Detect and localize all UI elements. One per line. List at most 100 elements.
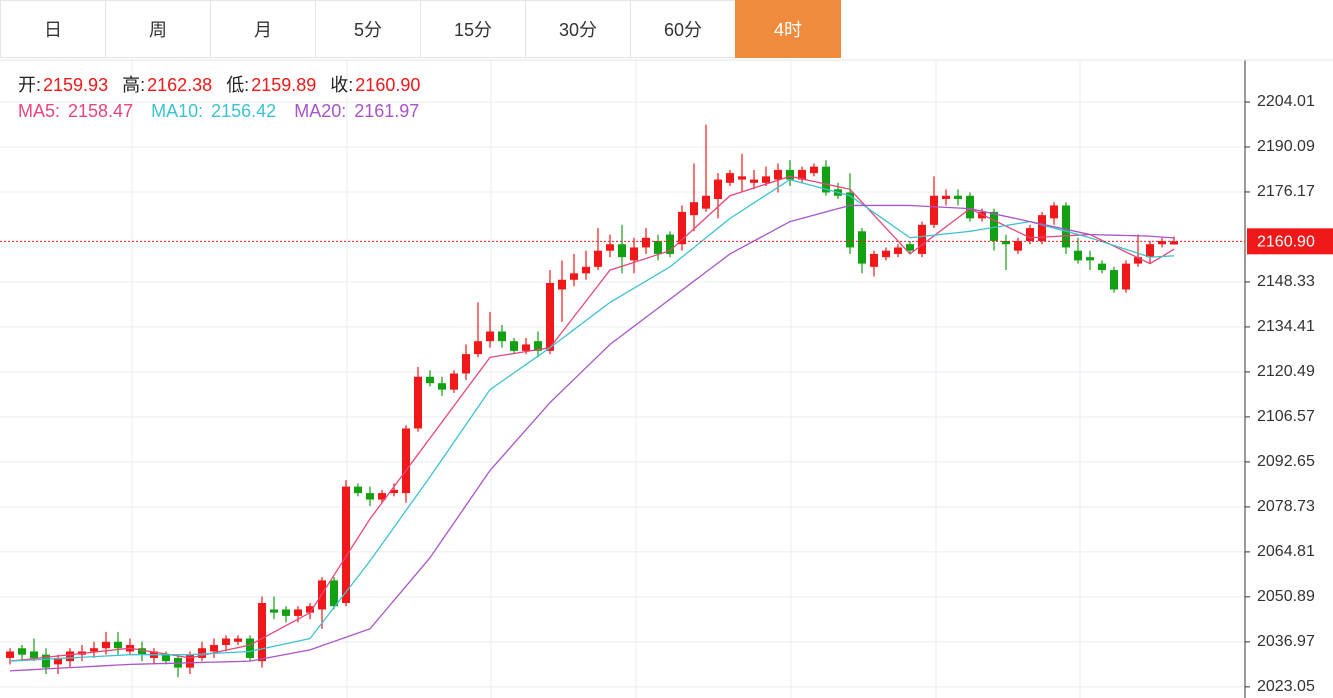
y-tick-label: 2092.65 <box>1257 453 1315 470</box>
candle-body <box>1014 240 1022 251</box>
candle-body <box>246 638 254 658</box>
y-tick-label: 2176.17 <box>1257 183 1315 200</box>
candle-body <box>822 166 830 193</box>
candle-body <box>1050 205 1058 219</box>
candle-body <box>1110 270 1118 290</box>
candle-body <box>1158 240 1166 245</box>
candle-body <box>102 641 110 649</box>
period-tab[interactable]: 周 <box>105 0 211 58</box>
candle-body <box>534 341 542 351</box>
candle-body <box>618 244 626 258</box>
candle-body <box>558 279 566 290</box>
y-tick-label: 2078.73 <box>1257 498 1315 515</box>
candle-body <box>930 195 938 225</box>
candle-body <box>510 341 518 351</box>
legend: 开: 2159.93 高: 2162.38 低: 2159.89 收: 2160.90 MA5:… <box>18 72 437 124</box>
candle-body <box>606 244 614 251</box>
candle-body <box>546 283 554 351</box>
candle-body <box>1086 257 1094 261</box>
y-tick-label: 2190.09 <box>1257 138 1315 155</box>
candle-body <box>426 376 434 384</box>
candle-body <box>1062 205 1070 248</box>
candle-body <box>762 176 770 183</box>
candle-body <box>954 195 962 199</box>
candle-body <box>714 179 722 199</box>
candle-body <box>462 354 470 374</box>
last-price-label: 2160.90 <box>1257 234 1315 251</box>
candle-body <box>522 344 530 351</box>
candle-body <box>750 179 758 183</box>
candle-body <box>258 602 266 662</box>
info-value: 2162.38 <box>147 75 213 95</box>
candle-body <box>474 341 482 355</box>
info-label: 开: <box>18 75 42 95</box>
candle-body <box>690 202 698 216</box>
candle-body <box>918 224 926 254</box>
candle-body <box>306 606 314 613</box>
candle-body <box>1098 263 1106 271</box>
candle-body <box>582 266 590 274</box>
period-tab[interactable]: 30分 <box>525 0 631 58</box>
candle-body <box>282 609 290 616</box>
period-tab[interactable]: 60分 <box>630 0 736 58</box>
candle-body <box>6 651 14 658</box>
y-tick-label: 2050.89 <box>1257 588 1315 605</box>
candle-body <box>138 648 146 655</box>
candle-body <box>642 237 650 248</box>
period-tabs: 日周月 5分 15分 30分 60分 4时 <box>0 0 841 58</box>
candle-body <box>594 250 602 267</box>
candle-body <box>1134 257 1142 264</box>
candle-body <box>234 638 242 642</box>
y-tick-label: 2120.49 <box>1257 363 1315 380</box>
candle-body <box>66 651 74 662</box>
ma-line <box>9 175 1175 662</box>
legend-value: 2161.97 <box>354 101 420 121</box>
candle-body <box>894 247 902 254</box>
period-tab[interactable]: 月 <box>210 0 316 58</box>
candle-body <box>54 657 62 665</box>
period-tab[interactable]: 15分 <box>420 0 526 58</box>
y-tick-label: 2023.05 <box>1257 678 1315 695</box>
candle-body <box>222 638 230 645</box>
candle-body <box>402 428 410 494</box>
candle-body <box>678 211 686 245</box>
y-tick-label: 2106.57 <box>1257 408 1315 425</box>
candle-body <box>414 376 422 429</box>
period-tab[interactable]: 4时 <box>735 0 841 58</box>
candle-body <box>30 651 38 658</box>
legend-value: 2156.42 <box>211 101 277 121</box>
candle-body <box>114 641 122 649</box>
candle-body <box>882 250 890 258</box>
info-value: 2159.93 <box>43 75 109 95</box>
candle-body <box>438 383 446 390</box>
candle-body <box>798 169 806 180</box>
candle-body <box>870 253 878 267</box>
info-value: 2160.90 <box>355 75 421 95</box>
candle-body <box>990 211 998 241</box>
last-price-tag <box>1247 228 1333 255</box>
info-value: 2159.89 <box>251 75 317 95</box>
candle-body <box>162 654 170 662</box>
candle-body <box>1038 215 1046 241</box>
candle-body <box>42 654 50 668</box>
candle-body <box>630 247 638 261</box>
candle-body <box>1074 250 1082 261</box>
info-label: 高: <box>122 75 146 95</box>
candle-body <box>702 195 710 209</box>
candle-body <box>1026 228 1034 241</box>
candle-body <box>726 173 734 183</box>
legend-label: MA20: <box>294 101 347 121</box>
ma-line <box>9 178 1175 662</box>
legend-value: 2158.47 <box>68 101 134 121</box>
candle-body <box>18 648 26 655</box>
candle-body <box>486 331 494 342</box>
candle-body <box>354 486 362 494</box>
period-tab[interactable]: 5分 <box>315 0 421 58</box>
ma-line <box>9 204 1175 672</box>
candle-body <box>786 169 794 180</box>
period-tab[interactable]: 日 <box>0 0 106 58</box>
candle-body <box>1146 244 1154 258</box>
candle-body <box>198 648 206 658</box>
